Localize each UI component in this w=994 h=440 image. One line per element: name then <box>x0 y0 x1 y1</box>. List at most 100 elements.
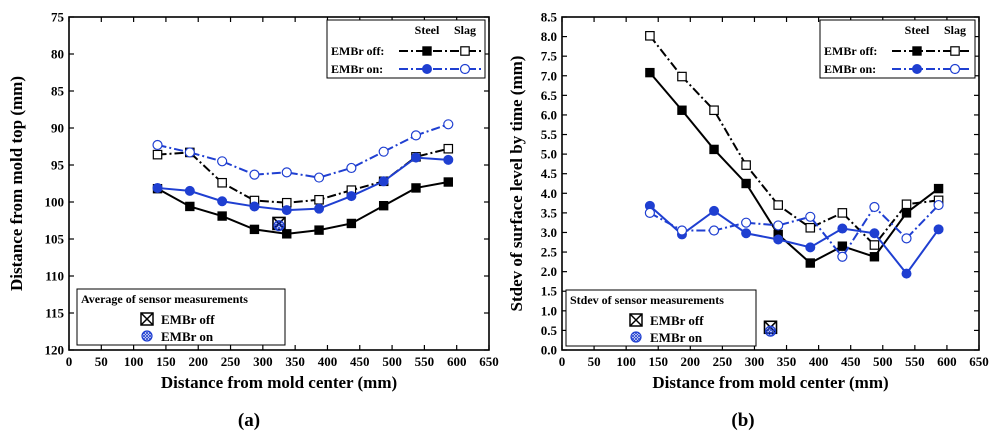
y-tick-label: 120 <box>45 343 65 358</box>
data-point <box>869 240 880 250</box>
legend-marker <box>422 46 432 56</box>
data-point <box>933 224 944 235</box>
y-tick-label: 5.0 <box>541 147 557 162</box>
legend-row-label: EMBr on: <box>331 62 383 76</box>
y-tick-label: 105 <box>45 232 65 247</box>
y-tick-label: 4.0 <box>541 186 557 201</box>
panel-b: 0 50 100 150 200 250 300 350 400 450 500 550 600 650 0… <box>507 10 989 432</box>
legend-header-slag: Slag <box>454 23 476 37</box>
sensor-legend-item-off: EMBr off <box>650 313 704 328</box>
y-tick-label: 7.0 <box>541 68 557 83</box>
y-tick-label: 90 <box>51 121 64 136</box>
x-tick-label: 450 <box>841 354 861 369</box>
series-line <box>157 156 449 212</box>
data-point <box>249 224 260 235</box>
data-point <box>346 218 357 229</box>
sensor-legend-on-marker <box>141 330 153 342</box>
data-point <box>411 183 421 193</box>
x-tick-label: 400 <box>318 354 338 369</box>
y-tick-label: 8.0 <box>541 29 557 44</box>
series-line <box>649 35 939 247</box>
data-point <box>378 176 389 187</box>
legend-marker <box>950 46 960 56</box>
x-tick-label: 450 <box>350 354 370 369</box>
y-axis-label: Stdev of surface level by time (mm) <box>507 56 526 312</box>
data-point <box>805 211 816 222</box>
data-point <box>869 201 880 213</box>
series-line <box>157 181 449 235</box>
data-point <box>709 205 720 216</box>
y-tick-label: 1.5 <box>541 284 558 299</box>
data-point <box>677 71 687 82</box>
y-tick-label: 8.5 <box>541 10 558 25</box>
sensor-legend-title: Stdev of sensor measurements <box>570 293 724 307</box>
x-tick-label: 200 <box>188 354 208 369</box>
y-tick-label: 2.5 <box>541 245 558 260</box>
data-point <box>217 156 228 167</box>
data-point <box>443 143 454 154</box>
data-point <box>933 199 944 211</box>
data-point <box>313 172 325 183</box>
legend-marker <box>912 46 922 56</box>
sensor-on-point <box>273 220 285 232</box>
x-tick-label: 350 <box>777 354 797 369</box>
data-point <box>741 178 751 189</box>
legend-marker <box>459 63 471 75</box>
x-tick-label: 400 <box>809 354 829 369</box>
legend-header-slag: Slag <box>944 23 966 37</box>
data-point <box>677 105 687 115</box>
data-point <box>901 268 912 279</box>
x-axis-label: Distance from mold center (mm) <box>652 373 888 392</box>
data-point <box>281 167 292 178</box>
data-point <box>152 149 163 160</box>
data-point <box>773 234 784 245</box>
data-point <box>837 241 848 251</box>
series-line <box>649 71 940 265</box>
data-point <box>346 191 357 202</box>
panel-label: (b) <box>731 410 754 431</box>
data-point <box>869 228 880 239</box>
legend-marker <box>912 64 922 74</box>
data-point <box>709 144 719 155</box>
legend-marker <box>460 46 470 56</box>
y-tick-label: 100 <box>45 195 65 210</box>
plot-frame <box>68 16 490 351</box>
x-tick-label: 50 <box>95 354 108 369</box>
data-point <box>773 200 783 210</box>
sensor-legend-item-on: EMBr on <box>161 329 214 344</box>
x-tick-label: 500 <box>873 354 893 369</box>
data-point <box>709 105 719 116</box>
data-point <box>346 162 357 174</box>
legend-row-label: EMBr on: <box>824 62 876 76</box>
legend-marker <box>422 64 432 74</box>
y-tick-label: 0.0 <box>541 343 557 358</box>
y-tick-label: 1.0 <box>541 303 557 318</box>
data-point <box>314 203 325 214</box>
data-point <box>933 183 944 194</box>
data-point <box>378 146 389 157</box>
x-tick-label: 600 <box>937 354 957 369</box>
data-point <box>410 152 421 163</box>
sensor-legend-box <box>565 289 757 347</box>
data-point <box>152 182 163 193</box>
data-point <box>708 225 720 236</box>
data-point <box>217 196 228 207</box>
legend-header-steel: Steel <box>415 23 440 37</box>
data-point <box>249 201 260 212</box>
data-point <box>805 222 816 233</box>
data-point <box>378 201 389 211</box>
y-tick-label: 7.5 <box>541 49 558 64</box>
x-tick-label: 250 <box>713 354 733 369</box>
series-line <box>649 205 940 276</box>
y-tick-label: 110 <box>45 269 64 284</box>
data-point <box>281 205 292 216</box>
y-tick-label: 3.5 <box>541 205 558 220</box>
sensor-legend-item-on: EMBr on <box>650 330 703 345</box>
data-point <box>805 258 815 268</box>
data-point <box>217 177 227 188</box>
x-tick-label: 550 <box>415 354 435 369</box>
x-tick-label: 0 <box>66 354 73 369</box>
sensor-legend-off-cross <box>629 313 643 327</box>
data-point <box>741 160 751 170</box>
